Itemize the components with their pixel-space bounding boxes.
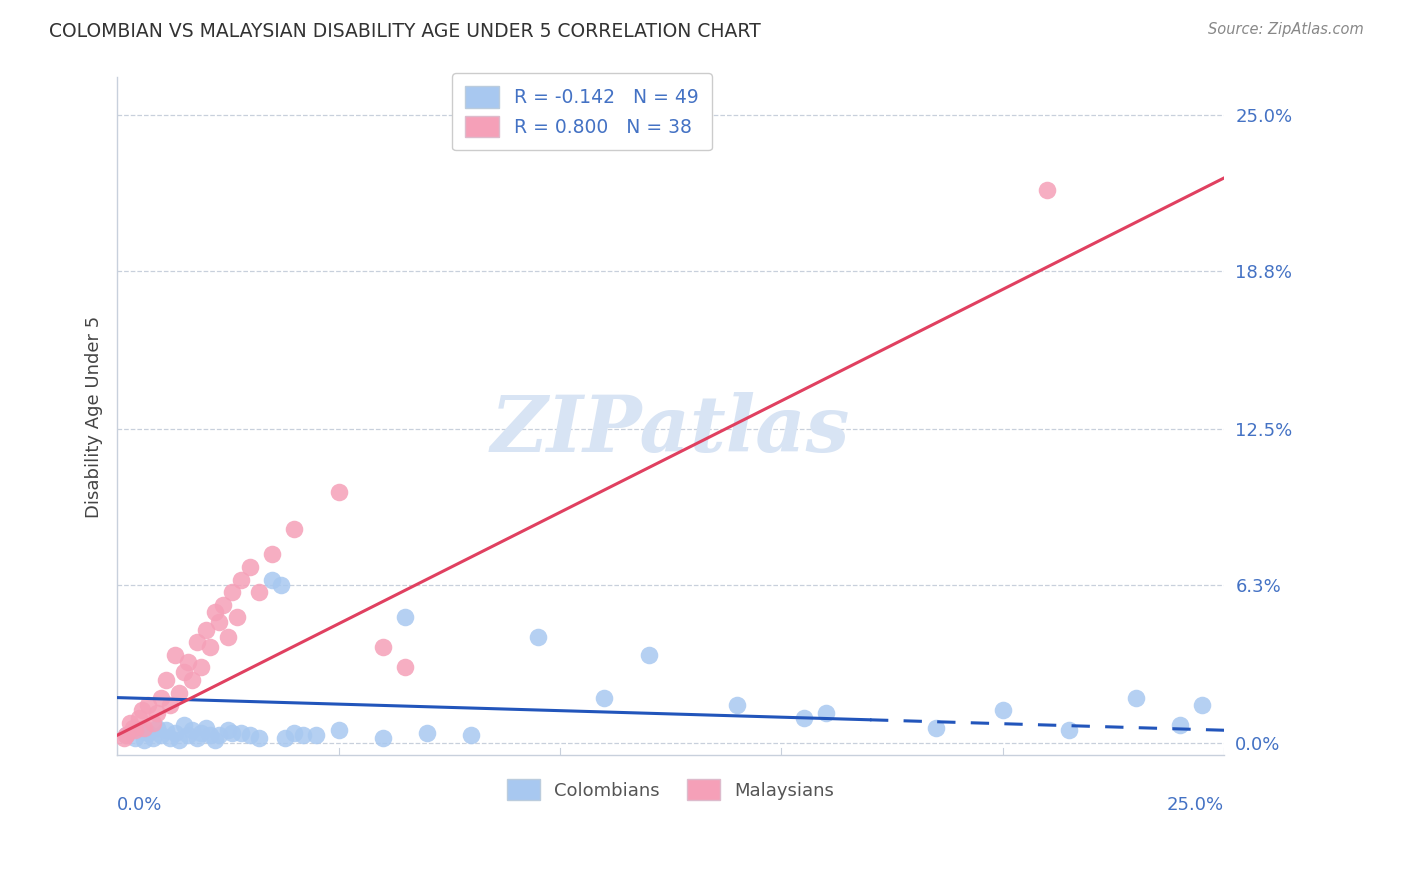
Point [637,648,659,662]
Point [247,585,270,599]
Point [204,605,226,619]
Point [132,721,155,735]
Point [221,585,243,599]
Y-axis label: Disability Age Under 5: Disability Age Under 5 [86,315,103,517]
Text: COLOMBIAN VS MALAYSIAN DISABILITY AGE UNDER 5 CORRELATION CHART: COLOMBIAN VS MALAYSIAN DISABILITY AGE UN… [49,22,761,41]
Text: Source: ZipAtlas.com: Source: ZipAtlas.com [1208,22,1364,37]
Point [167,685,190,699]
Point [593,690,616,705]
Point [124,731,146,745]
Point [194,721,217,735]
Point [725,698,748,713]
Point [190,660,212,674]
Point [283,522,305,536]
Point [231,725,253,739]
Point [155,673,177,687]
Point [186,635,208,649]
Point [527,631,550,645]
Point [204,733,226,747]
Point [198,640,221,655]
Point [128,723,150,738]
Point [460,728,482,742]
Point [198,728,221,742]
Point [150,728,173,742]
Point [217,631,239,645]
Point [194,623,217,637]
Point [925,721,948,735]
Point [150,690,173,705]
Point [177,728,200,742]
Point [225,610,247,624]
Point [991,703,1014,717]
Point [155,723,177,738]
Point [115,728,138,742]
Point [1057,723,1080,738]
Point [115,728,138,742]
Point [1168,718,1191,732]
Point [247,731,270,745]
Point [120,715,142,730]
Point [173,665,195,680]
Point [181,723,204,738]
Point [163,725,186,739]
Point [239,728,262,742]
Point [186,731,208,745]
Point [814,706,837,720]
Point [371,640,394,655]
Point [328,484,350,499]
Point [270,577,292,591]
Point [328,723,350,738]
Point [173,718,195,732]
Point [163,648,186,662]
Point [190,725,212,739]
Point [212,598,235,612]
Point [394,660,416,674]
Point [159,731,181,745]
Point [239,560,262,574]
Point [292,728,315,742]
Point [305,728,328,742]
Point [1125,690,1147,705]
Point [131,703,153,717]
Point [371,731,394,745]
Point [132,733,155,747]
Point [121,721,143,735]
Point [112,731,135,745]
Text: 0.0%: 0.0% [117,796,163,814]
Point [124,723,146,738]
Point [394,610,416,624]
Point [136,725,159,739]
Point [208,728,231,742]
Point [136,698,159,713]
Point [231,573,253,587]
Point [274,731,297,745]
Point [217,723,239,738]
Point [208,615,231,630]
Point [416,725,439,739]
Point [262,573,284,587]
Point [146,721,169,735]
Legend: Colombians, Malaysians: Colombians, Malaysians [501,772,841,807]
Point [181,673,204,687]
Point [177,656,200,670]
Point [283,725,305,739]
Point [159,698,181,713]
Point [142,715,165,730]
Point [167,733,190,747]
Point [221,725,243,739]
Point [1036,183,1059,197]
Text: 25.0%: 25.0% [1167,796,1225,814]
Point [262,548,284,562]
Point [142,731,165,745]
Point [128,711,150,725]
Text: ZIPatlas: ZIPatlas [491,392,851,468]
Point [793,711,815,725]
Point [1191,698,1213,713]
Point [146,706,169,720]
